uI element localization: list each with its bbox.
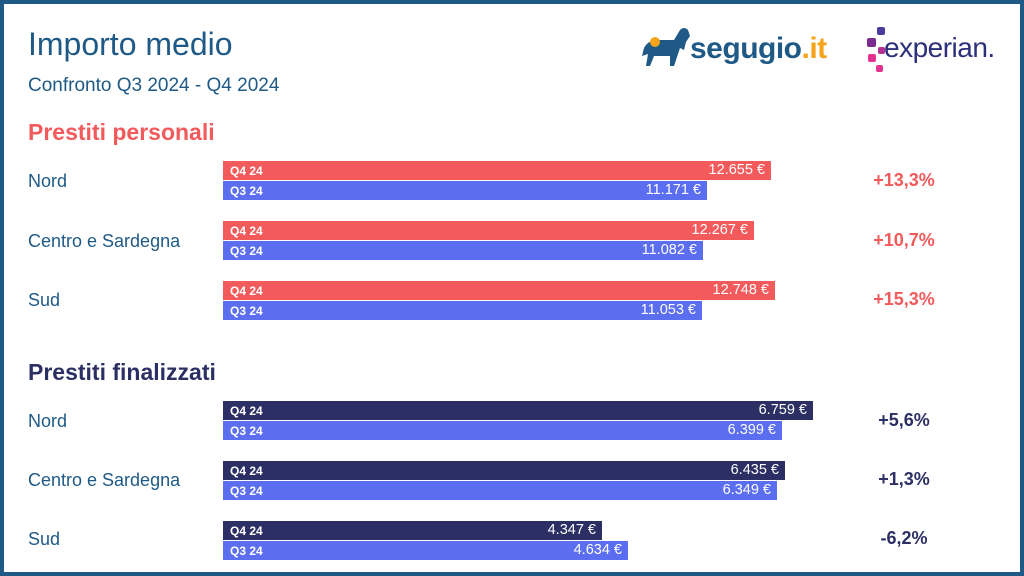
change-percent-sud: +15,3% (873, 289, 935, 309)
change-percent-centro-e-sardegna: +1,3% (878, 469, 930, 489)
bar-q4-24-sud: Q4 24 12.748 € (223, 281, 775, 300)
segugio-dog-icon (640, 28, 690, 66)
segugio-logo: segugio.it (690, 32, 827, 66)
category-label-sud: Sud (28, 529, 61, 549)
experian-dots-icon (867, 27, 885, 72)
bar-value-label: 12.267 € (691, 222, 748, 238)
bar-series-label: Q3 24 (230, 184, 263, 198)
category-label-nord: Nord (28, 411, 68, 431)
bar-q3-24-centro-e-sardegna: Q3 24 11.082 € (223, 241, 703, 260)
segugio-logo-tld: .it (801, 32, 828, 65)
bar-q3-24-sud: Q3 24 4.634 € (223, 541, 628, 560)
category-label-centro-e-sardegna: Centro e Sardegna (28, 470, 181, 490)
bar-q3-24-nord: Q3 24 6.399 € (223, 421, 782, 440)
category-label-nord: Nord (28, 171, 68, 191)
bar-q4-24-nord: Q4 24 12.655 € (223, 161, 771, 180)
bar-series-label: Q4 24 (230, 284, 263, 298)
bar-value-label: 4.634 € (573, 542, 622, 558)
bar-series-label: Q4 24 (230, 224, 263, 238)
bar-series-label: Q3 24 (230, 304, 263, 318)
category-label-sud: Sud (28, 290, 61, 310)
change-percent-centro-e-sardegna: +10,7% (873, 230, 935, 250)
bar-q4-24-sud: Q4 24 4.347 € (223, 521, 602, 540)
segugio-logo-name: segugio (690, 32, 802, 65)
change-percent-sud: -6,2% (880, 528, 928, 548)
bar-value-label: 6.759 € (758, 402, 807, 418)
bar-value-label: 11.082 € (641, 242, 697, 258)
bar-q4-24-centro-e-sardegna: Q4 24 6.435 € (223, 461, 785, 480)
bar-value-label: 12.748 € (712, 282, 769, 298)
bar-value-label: 6.399 € (727, 422, 776, 438)
bar-value-label: 6.349 € (722, 482, 771, 498)
bar-value-label: 11.053 € (640, 302, 696, 318)
change-percent-nord: +5,6% (878, 410, 930, 430)
bar-series-label: Q3 24 (230, 484, 263, 498)
bar-value-label: 4.347 € (547, 522, 596, 538)
category-label-centro-e-sardegna: Centro e Sardegna (28, 231, 181, 251)
bar-series-label: Q4 24 (230, 404, 263, 418)
experian-logo: experian. (884, 32, 995, 63)
bar-q4-24-nord: Q4 24 6.759 € (223, 401, 813, 420)
change-percent-nord: +13,3% (873, 170, 935, 190)
bar-q4-24-centro-e-sardegna: Q4 24 12.267 € (223, 221, 754, 240)
bar-value-label: 12.655 € (708, 162, 765, 178)
bar-q3-24-centro-e-sardegna: Q3 24 6.349 € (223, 481, 777, 500)
bar-series-label: Q4 24 (230, 464, 263, 478)
section-title-finalized: Prestiti finalizzati (28, 359, 216, 385)
bar-series-label: Q4 24 (230, 524, 263, 538)
bar-series-label: Q3 24 (230, 244, 263, 258)
bar-q3-24-sud: Q3 24 11.053 € (223, 301, 702, 320)
bar-series-label: Q3 24 (230, 424, 263, 438)
section-title-personal: Prestiti personali (28, 119, 215, 145)
bar-q3-24-nord: Q3 24 11.171 € (223, 181, 707, 200)
bar-value-label: 11.171 € (645, 182, 701, 198)
page-title: Importo medio (28, 26, 233, 62)
bar-series-label: Q3 24 (230, 544, 263, 558)
bar-value-label: 6.435 € (730, 462, 779, 478)
page-subtitle: Confronto Q3 2024 - Q4 2024 (28, 75, 280, 96)
bar-series-label: Q4 24 (230, 164, 263, 178)
